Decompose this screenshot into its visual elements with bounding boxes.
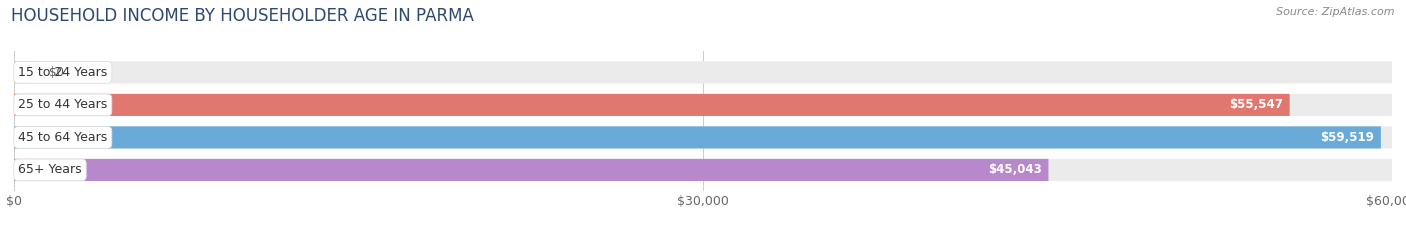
FancyBboxPatch shape [14,61,31,83]
Text: $55,547: $55,547 [1229,98,1282,111]
FancyBboxPatch shape [14,126,1392,148]
Text: 25 to 44 Years: 25 to 44 Years [18,98,107,111]
FancyBboxPatch shape [14,126,1381,148]
Text: 15 to 24 Years: 15 to 24 Years [18,66,107,79]
Text: $45,043: $45,043 [988,163,1042,176]
FancyBboxPatch shape [14,61,1392,83]
Text: HOUSEHOLD INCOME BY HOUSEHOLDER AGE IN PARMA: HOUSEHOLD INCOME BY HOUSEHOLDER AGE IN P… [11,7,474,25]
Text: 45 to 64 Years: 45 to 64 Years [18,131,107,144]
FancyBboxPatch shape [14,94,1289,116]
Text: $0: $0 [48,66,63,79]
Text: Source: ZipAtlas.com: Source: ZipAtlas.com [1277,7,1395,17]
FancyBboxPatch shape [14,159,1049,181]
FancyBboxPatch shape [14,159,1392,181]
Text: 65+ Years: 65+ Years [18,163,82,176]
FancyBboxPatch shape [14,94,1392,116]
Text: $59,519: $59,519 [1320,131,1374,144]
